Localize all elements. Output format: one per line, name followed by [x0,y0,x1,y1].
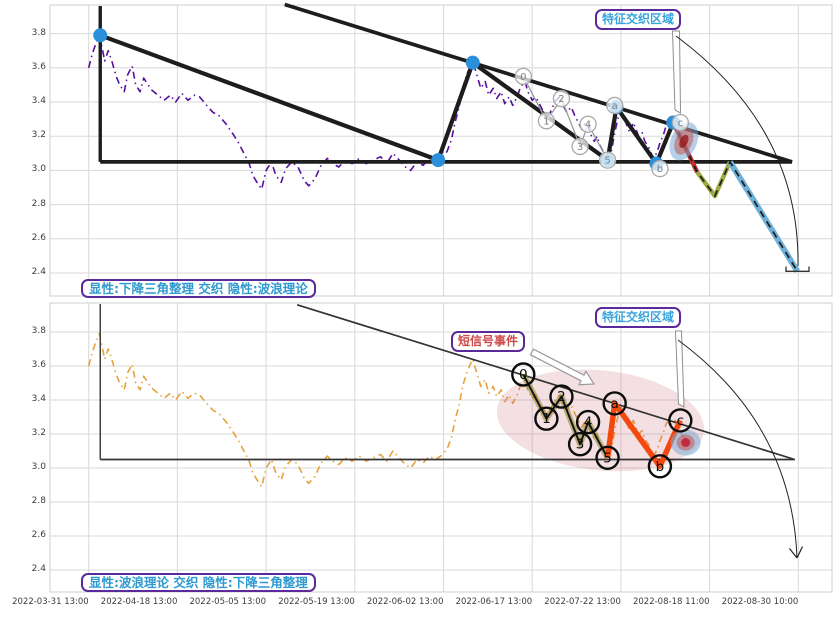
x-tick-label: 2022-05-19 13:00 [278,597,355,607]
wave-label-1-top: 1 [543,116,549,127]
callout-pointer-wedge-top [671,30,682,114]
wave-circle-c-bottom [668,408,693,433]
callout-pointer-wedge-bottom [674,330,685,408]
wave-abc-red-line [604,400,683,470]
wave-circle-4-bottom [575,409,601,435]
wave-circle-0-top [514,67,532,85]
triangle-trendline-bottom [296,303,796,461]
feature-zone-callout-top: 特征交织区域 [595,9,682,30]
wave-label-c-bottom: c [677,413,684,429]
price-line-top [87,34,685,190]
wave-circle-a-top [606,96,624,115]
pattern-vertex-dot [93,28,108,43]
wave-circle-c-top [671,113,689,132]
wave-circle-a-bottom [602,391,627,416]
y-tick-label: 3.2 [31,428,46,438]
triangle-trendline-top [284,2,793,164]
y-tick-label: 3.0 [31,462,46,472]
wave-label-0-bottom: 0 [519,367,528,383]
y-tick-label: 2.6 [31,530,46,540]
annotation-curve-top [675,35,799,267]
pattern-caption-bottom: 显性:波浪理论 交织 隐性:下降三角整理 [81,573,316,592]
x-tick-label: 2022-04-18 13:00 [100,597,178,607]
y-tick-label: 2.4 [31,267,46,277]
breakout-glow-core [679,134,689,148]
y-tick-label: 2.8 [31,198,46,209]
x-tick-label: 2022-06-17 13:00 [455,597,533,607]
wave-label-c-top: c [678,118,684,129]
wave-circle-3-top [571,137,589,156]
projection-end-tick [785,266,810,272]
wave-circle-2-top [552,89,571,108]
wave-circle-b-top [651,160,669,178]
y-tick-label: 3.6 [31,61,46,72]
feature-zone-highlight-ellipse [496,369,705,472]
wave-label-3-bottom: 3 [576,437,585,453]
x-tick-label: 2022-05-05 13:00 [189,597,267,607]
wave-circle-5-bottom [595,445,620,470]
x-tick-label: 2022-03-31 13:00 [12,597,89,607]
wave-label-b-top: b [657,164,663,175]
wave-label-4-top: 4 [585,120,591,131]
wave-circle-4-top [579,115,597,133]
wave-circle-0-bottom [511,362,536,387]
wave-circle-2-bottom [549,384,574,409]
y-tick-label: 3.8 [31,27,46,38]
wave-label-1-bottom: 1 [542,411,551,427]
wave-label-a-bottom: a [611,396,619,412]
y-tick-label: 3.8 [31,326,46,336]
y-tick-label: 3.6 [31,360,46,370]
wave-label-5-bottom: 5 [603,450,612,466]
short-signal-block-arrow [529,348,596,386]
x-tick-label: 2022-07-22 13:00 [544,597,621,607]
wave-circle-5-top [598,151,617,169]
y-tick-label: 3.0 [31,164,46,175]
y-tick-label: 2.6 [31,232,46,243]
y-tick-label: 3.4 [31,394,46,404]
wave-label-3-top: 3 [577,142,583,153]
y-tick-label: 3.2 [31,130,46,141]
wave-circle-b-bottom [647,454,673,479]
y-tick-label: 2.4 [31,564,46,574]
price-line-bottom [87,332,685,488]
annotation-curve-bottom [677,339,798,559]
x-tick-label: 2022-08-30 10:00 [721,597,799,607]
wave-label-2-bottom: 2 [557,389,566,405]
wave-circle-1-top [537,112,556,130]
wave-label-b-bottom: b [656,459,665,475]
wave-label-5-top: 5 [604,156,610,167]
y-tick-label: 3.4 [31,96,46,106]
pattern-vertex-dot [431,153,446,168]
panel-frame-top [49,4,833,297]
wave-label-2-top: 2 [558,94,564,105]
signal-dot [681,438,691,447]
panel-frame-bottom [49,302,833,593]
wave-line-top [522,76,609,161]
y-tick-label: 2.8 [31,496,46,506]
short-signal-callout: 短信号事件 [451,331,526,352]
wave-label-a-top: a [612,101,618,112]
x-tick-label: 2022-06-02 13:00 [366,597,444,607]
wave-label-0-top: 0 [520,72,526,83]
wave-circle-1-bottom [534,406,559,431]
wave-line-bottom [522,374,609,459]
feature-zone-callout-bottom: 特征交织区域 [595,307,682,328]
pattern-caption-top: 显性:下降三角整理 交织 隐性:波浪理论 [81,279,316,298]
wave-circle-3-bottom [567,432,593,457]
annotation-arrowhead-bottom [789,546,804,559]
pattern-vertex-dot [465,55,480,70]
x-tick-label: 2022-08-18 11:00 [632,597,710,607]
wave-label-4-bottom: 4 [584,415,593,431]
